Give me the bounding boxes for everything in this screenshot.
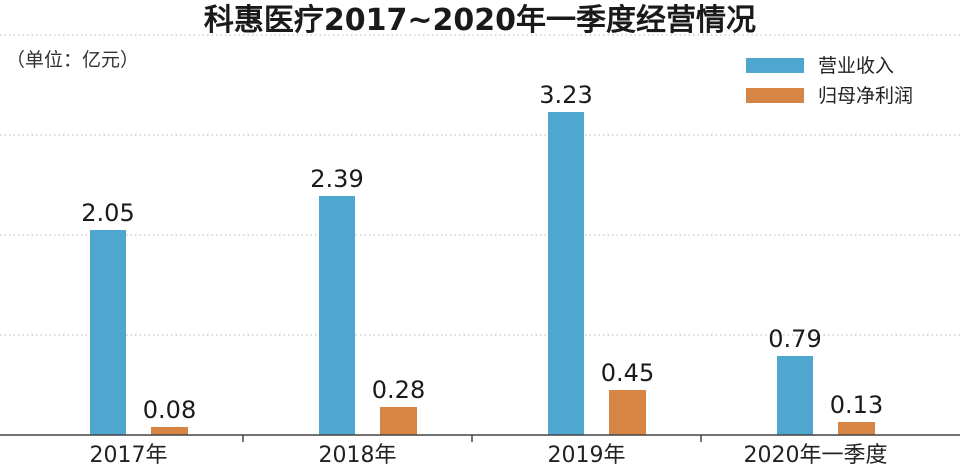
legend-label: 营业收入	[818, 55, 894, 77]
data-label: 0.28	[372, 376, 425, 404]
x-tick-label: 2020年一季度	[744, 443, 888, 467]
bar-net-profit	[609, 390, 646, 435]
bar-revenue	[777, 356, 813, 435]
bar-revenue	[319, 196, 355, 435]
legend-swatch	[746, 88, 804, 103]
data-labels: 2.05 2.39 3.23 0.79 0.08 0.28 0.45 0.13	[81, 81, 883, 424]
bar-net-profit	[151, 427, 188, 435]
bars	[90, 112, 875, 435]
bar-net-profit	[380, 407, 417, 435]
x-tick-label: 2017年	[90, 443, 168, 467]
x-axis: 2017年 2018年 2019年 2020年一季度	[0, 434, 960, 467]
chart-title: 科惠医疗2017~2020年一季度经营情况	[204, 3, 756, 38]
bar-revenue	[548, 112, 584, 435]
data-label: 0.45	[601, 359, 654, 387]
x-tick-label: 2019年	[548, 443, 626, 467]
legend-label: 归母净利润	[818, 85, 913, 107]
gridlines	[0, 34, 960, 336]
x-tick-label: 2018年	[319, 443, 397, 467]
data-label: 0.08	[143, 396, 196, 424]
data-label: 0.79	[768, 325, 821, 353]
data-label: 2.05	[81, 199, 134, 227]
data-label: 3.23	[539, 81, 592, 109]
bar-revenue	[90, 230, 126, 435]
legend-swatch	[746, 58, 804, 73]
data-label: 2.39	[310, 165, 363, 193]
data-label: 0.13	[830, 391, 883, 419]
unit-label: （单位：亿元）	[6, 49, 139, 71]
bar-net-profit	[838, 422, 875, 435]
